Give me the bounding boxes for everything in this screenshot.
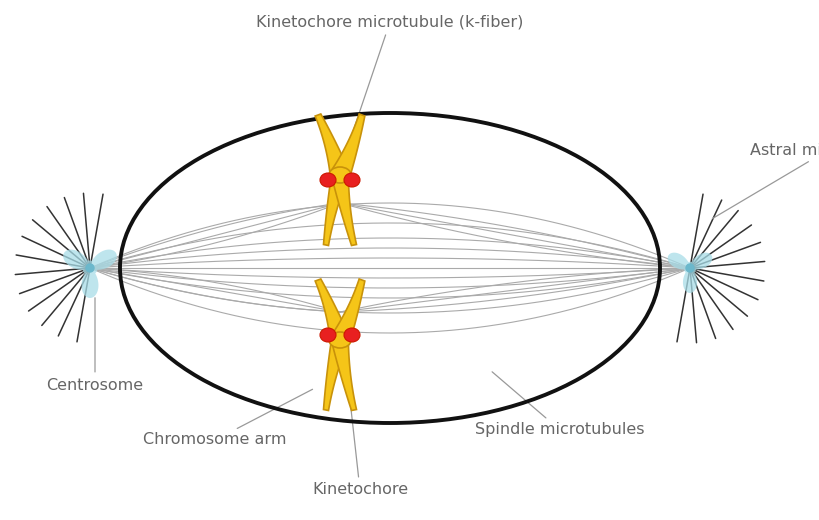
Polygon shape — [324, 339, 348, 410]
Polygon shape — [314, 114, 349, 178]
Circle shape — [86, 264, 94, 272]
Text: Spindle microtubules: Spindle microtubules — [475, 372, 644, 437]
Polygon shape — [331, 173, 356, 245]
Ellipse shape — [328, 332, 351, 348]
Text: Kinetochore: Kinetochore — [311, 358, 408, 498]
Ellipse shape — [344, 328, 360, 342]
Polygon shape — [330, 114, 364, 178]
Polygon shape — [667, 253, 712, 293]
Text: Centrosome: Centrosome — [47, 298, 143, 393]
Ellipse shape — [319, 173, 336, 187]
Text: Kinetochore microtubule (k-fiber): Kinetochore microtubule (k-fiber) — [256, 15, 523, 152]
Text: Chromosome arm: Chromosome arm — [143, 389, 312, 448]
Polygon shape — [63, 250, 116, 298]
Polygon shape — [330, 279, 364, 343]
Ellipse shape — [344, 173, 360, 187]
Circle shape — [686, 264, 693, 272]
Polygon shape — [314, 279, 349, 343]
Ellipse shape — [319, 328, 336, 342]
Polygon shape — [324, 173, 348, 245]
Text: Astral microtubules: Astral microtubules — [712, 142, 819, 218]
Ellipse shape — [328, 167, 351, 183]
Polygon shape — [331, 339, 356, 410]
